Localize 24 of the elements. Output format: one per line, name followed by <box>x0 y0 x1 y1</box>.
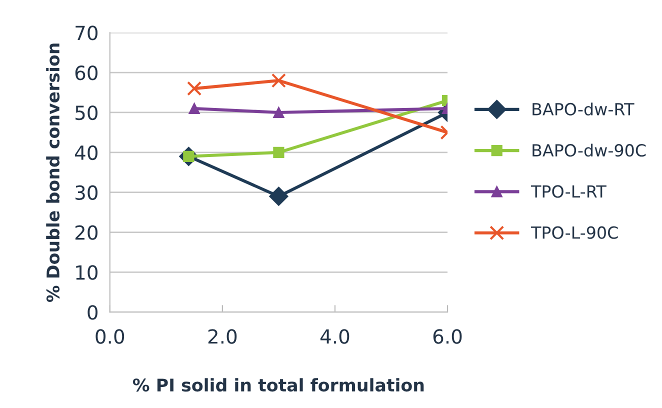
y-tick-label: 0 <box>88 305 98 320</box>
y-tick-label: 60 <box>75 66 98 80</box>
legend-label: TPO-L-90C <box>530 226 618 239</box>
x-tick-label: 2.0 <box>208 329 237 344</box>
point <box>188 102 200 114</box>
y-axis-title: % Double bond conversion <box>46 44 60 302</box>
x-tick-label: 4.0 <box>320 329 350 344</box>
y-tick-label: 20 <box>75 225 98 240</box>
point <box>187 81 202 96</box>
legend-label: BAPO-dw-90C <box>532 144 646 157</box>
x-tick-label: 0.0 <box>96 329 124 344</box>
y-tick-label: 40 <box>74 145 98 160</box>
point <box>273 146 284 158</box>
point <box>269 186 288 206</box>
legend-label: TPO-L-RT <box>530 185 606 198</box>
x-axis-title: % PI solid in total formulation <box>132 378 424 392</box>
x-tick-label: 6.0 <box>433 329 462 344</box>
point <box>273 106 284 118</box>
legend-label: BAPO-dw-RT <box>532 102 634 116</box>
point <box>271 73 286 88</box>
y-tick-label: 70 <box>76 26 98 40</box>
y-tick-label: 30 <box>76 185 98 200</box>
y-tick-label: 50 <box>76 105 98 120</box>
y-tick-label: 10 <box>76 265 98 280</box>
